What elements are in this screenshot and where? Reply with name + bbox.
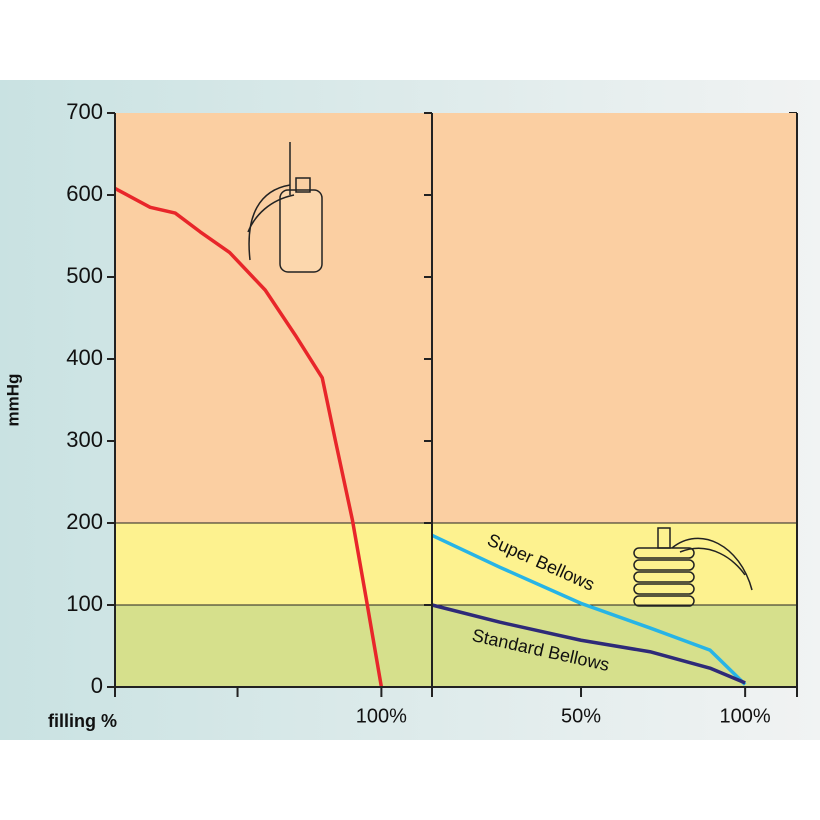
band: [432, 523, 797, 605]
band: [115, 605, 432, 687]
band: [115, 113, 432, 523]
illustrations: [247, 142, 753, 607]
y-axis-label: mmHg: [3, 374, 22, 427]
x-axis-label: filling %: [48, 711, 117, 731]
bottle-hose: [248, 184, 291, 261]
band: [115, 523, 432, 605]
series-line: [114, 186, 384, 688]
bottle-hose: [247, 194, 295, 233]
y-tick-label: 400: [66, 345, 103, 370]
band: [432, 113, 797, 523]
y-tick-label: 500: [66, 263, 103, 288]
bottle-cap: [295, 177, 311, 193]
x-tick-label: 100%: [720, 705, 771, 727]
y-tick-label: 100: [66, 591, 103, 616]
series-line: [431, 603, 746, 685]
bellows-icon: [633, 527, 753, 607]
x-tick-label: 50%: [561, 705, 601, 727]
y-tick-label: 0: [91, 673, 103, 698]
y-tick-label: 200: [66, 509, 103, 534]
y-tick-label: 700: [66, 99, 103, 124]
bottle-icon: [279, 189, 323, 273]
y-tick-label: 300: [66, 427, 103, 452]
x-tick-label: 100%: [356, 705, 407, 727]
y-tick-label: 600: [66, 181, 103, 206]
series-line: [431, 533, 747, 686]
